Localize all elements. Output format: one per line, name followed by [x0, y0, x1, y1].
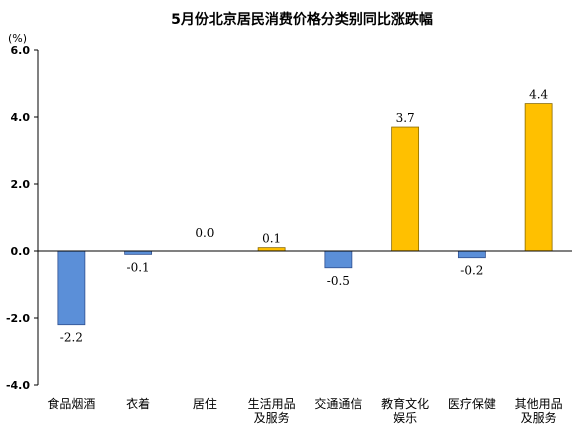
x-category-label: 衣着	[126, 396, 150, 411]
bar	[457, 250, 486, 259]
bars-group	[57, 103, 553, 326]
data-label: 3.7	[396, 111, 415, 125]
x-category-label: 娱乐	[393, 411, 417, 425]
axes	[37, 50, 572, 385]
y-tick-label: 2.0	[11, 178, 31, 191]
x-category-label: 食品烟酒	[47, 396, 95, 411]
y-axis-unit-label: (%)	[8, 32, 27, 45]
y-tick-label: 6.0	[11, 44, 31, 57]
x-category-label: 居住	[193, 397, 217, 411]
data-label: -0.1	[127, 260, 150, 274]
bar	[324, 250, 353, 269]
bar	[524, 103, 553, 252]
data-label: 4.4	[529, 88, 548, 102]
bar	[257, 247, 286, 252]
y-tick-label: -4.0	[6, 379, 30, 392]
y-tick-label: 4.0	[11, 111, 31, 124]
chart-title: 5月份北京居民消费价格分类别同比涨跌幅	[171, 11, 433, 28]
bar	[57, 250, 86, 326]
x-category-label: 教育文化	[381, 396, 429, 411]
data-label: 0.1	[262, 232, 281, 246]
data-label: 0.0	[195, 226, 214, 240]
x-category-label: 生活用品	[248, 397, 296, 411]
y-axis: 6.0 4.0 2.0 0.0 -2.0 -4.0	[6, 44, 38, 392]
x-category-label: 医疗保健	[448, 397, 496, 411]
x-category-label: 及服务	[521, 410, 557, 425]
x-category-label: 及服务	[254, 410, 290, 425]
y-tick-label: -2.0	[6, 312, 30, 325]
y-tick-label: 0.0	[11, 245, 31, 258]
data-label: -0.5	[327, 274, 350, 288]
data-label: -0.2	[460, 264, 483, 278]
x-category-label: 交通通信	[314, 396, 362, 411]
bar	[124, 250, 153, 255]
bar	[391, 126, 420, 252]
x-category-label: 其他用品	[515, 397, 563, 411]
data-label: -2.2	[60, 331, 83, 345]
data-labels-group: -2.2 -0.1 0.0 0.1 -0.5 3.7 -0.2 4.4	[60, 88, 549, 345]
